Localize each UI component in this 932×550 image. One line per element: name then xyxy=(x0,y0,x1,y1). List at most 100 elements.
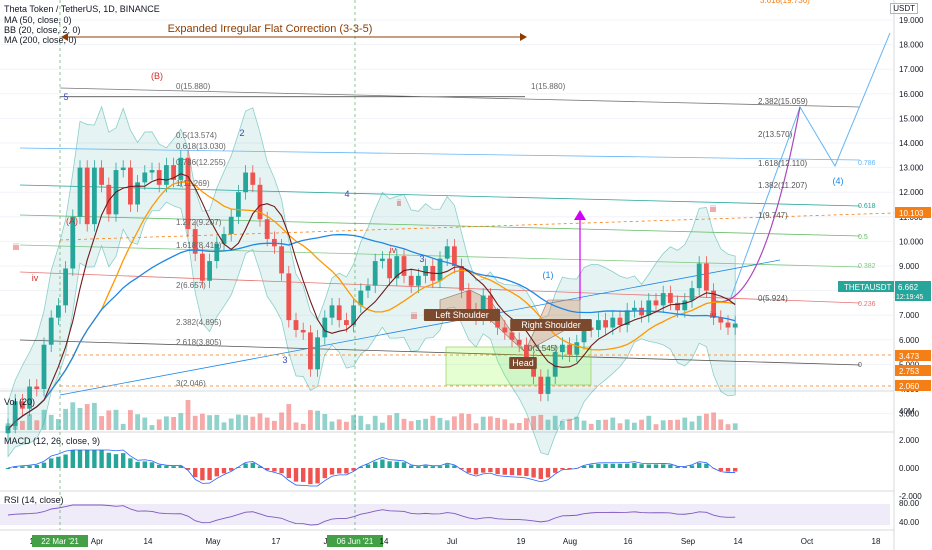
fib-level-label: 0.786(12.255) xyxy=(176,158,226,167)
volume-bar xyxy=(437,417,443,430)
volume-bar xyxy=(250,416,256,430)
time-tick-label: 22 Mar '21 xyxy=(41,537,79,546)
macd-histogram-bar xyxy=(236,467,241,468)
candle-body xyxy=(668,293,673,303)
indicator-bb[interactable]: BB (20, close, 2, 0) xyxy=(4,25,81,35)
price-tag-label: 2.753 xyxy=(899,367,920,376)
indicator-ma200[interactable]: MA (200, close, 0) xyxy=(4,35,77,45)
macd-histogram-bar xyxy=(553,468,558,473)
volume-bar xyxy=(257,413,263,430)
volume-bar xyxy=(279,412,284,430)
volume-bar xyxy=(596,420,601,430)
fib-level-label: 1.618(12.110) xyxy=(758,159,808,168)
wave-label: 2 xyxy=(239,128,244,138)
wave-range-arrowhead xyxy=(61,33,68,41)
wave-range-arrowhead xyxy=(520,33,527,41)
wave-label: 3 xyxy=(419,254,424,264)
volume-bar xyxy=(20,420,25,430)
macd-histogram-bar xyxy=(193,468,198,478)
volume-bar xyxy=(336,419,342,430)
macd-histogram-bar xyxy=(5,468,11,469)
volume-axis-label: 40M xyxy=(899,407,915,416)
candle-body xyxy=(408,275,414,286)
price-tick-label: 17.000 xyxy=(899,65,924,74)
fib-level-label: 2(13.570) xyxy=(758,130,793,139)
price-tick-label: 12.000 xyxy=(899,188,924,197)
currency-label[interactable]: USDT xyxy=(890,3,918,14)
time-tick-label: Sep xyxy=(681,537,696,546)
macd-histogram-bar xyxy=(589,464,594,468)
symbol-tag xyxy=(838,281,894,292)
candle-body xyxy=(423,266,428,276)
candle-body xyxy=(718,317,724,323)
time-tick-label: 16 xyxy=(624,537,633,546)
macd-histogram-bar xyxy=(121,453,126,468)
wave-label: iv xyxy=(32,273,39,283)
candle-body xyxy=(538,376,544,394)
macd-histogram-bar xyxy=(632,462,637,468)
macd-histogram-bar xyxy=(77,450,83,468)
candle-body xyxy=(624,310,630,326)
candle-body xyxy=(560,344,565,353)
candle-body xyxy=(444,246,450,259)
volume-bar xyxy=(221,422,227,430)
volume-bar xyxy=(214,414,220,430)
macd-histogram-bar xyxy=(430,466,435,468)
candle-body xyxy=(250,172,256,185)
macd-histogram-bar xyxy=(272,468,277,472)
macd-histogram-bar xyxy=(27,465,32,468)
macd-histogram-bar xyxy=(322,468,327,479)
macd-histogram-bar xyxy=(697,462,702,468)
macd-histogram-bar xyxy=(668,464,673,468)
macd-histogram-bar xyxy=(178,465,183,468)
volume-bar xyxy=(308,410,313,430)
macd-histogram-bar xyxy=(639,464,644,468)
volume-bar xyxy=(567,418,572,430)
trend-line xyxy=(59,87,861,108)
macd-histogram-bar xyxy=(437,466,443,468)
volume-bar xyxy=(660,420,666,430)
macd-histogram-bar xyxy=(85,450,90,468)
fib-level-label: 3.618(19.736) xyxy=(760,0,810,5)
volume-bar xyxy=(84,404,90,430)
fib-level-label: 2.618(3.805) xyxy=(176,338,222,347)
volume-bar xyxy=(725,424,731,430)
volume-bar xyxy=(149,425,155,430)
macd-histogram-bar xyxy=(229,468,234,471)
candle-body xyxy=(322,317,328,338)
volume-bar xyxy=(401,418,407,430)
macd-histogram-bar xyxy=(610,463,615,468)
macd-histogram-bar xyxy=(733,468,738,472)
macd-histogram-bar xyxy=(689,465,695,468)
volume-bar xyxy=(178,413,184,430)
candle-body xyxy=(495,315,500,328)
time-tick-label: Jul xyxy=(447,537,457,546)
volume-bar xyxy=(56,419,61,430)
macd-histogram-bar xyxy=(459,468,464,470)
time-tick-label: 06 Jun '21 xyxy=(337,537,374,546)
wave-label: 4 xyxy=(344,189,349,199)
candle-body xyxy=(380,258,385,262)
macd-label: MACD (12, 26, close, 9) xyxy=(4,436,100,446)
volume-pane: Vol (20) 40M xyxy=(4,397,915,430)
macd-histogram-bar xyxy=(617,463,623,468)
annotation-badge xyxy=(423,309,501,321)
macd-histogram-bar xyxy=(34,464,39,468)
volume-bar xyxy=(509,423,515,430)
candle-body xyxy=(228,216,234,235)
macd-histogram-bar xyxy=(351,468,356,471)
volume-bar xyxy=(372,415,378,430)
volume-bar xyxy=(77,408,83,430)
volume-bar xyxy=(711,412,716,430)
time-tick-label: 19 xyxy=(517,537,526,546)
macd-histogram-bar xyxy=(646,464,651,468)
candle-body xyxy=(581,327,587,343)
projection-curve xyxy=(711,106,801,303)
macd-histogram-bar xyxy=(581,465,587,468)
wave-label: iv xyxy=(390,245,397,255)
candle-body xyxy=(286,273,292,321)
macd-histogram-bar xyxy=(718,468,723,471)
macd-histogram-bar xyxy=(164,465,169,468)
indicator-ma50[interactable]: MA (50, close, 0) xyxy=(4,15,72,25)
